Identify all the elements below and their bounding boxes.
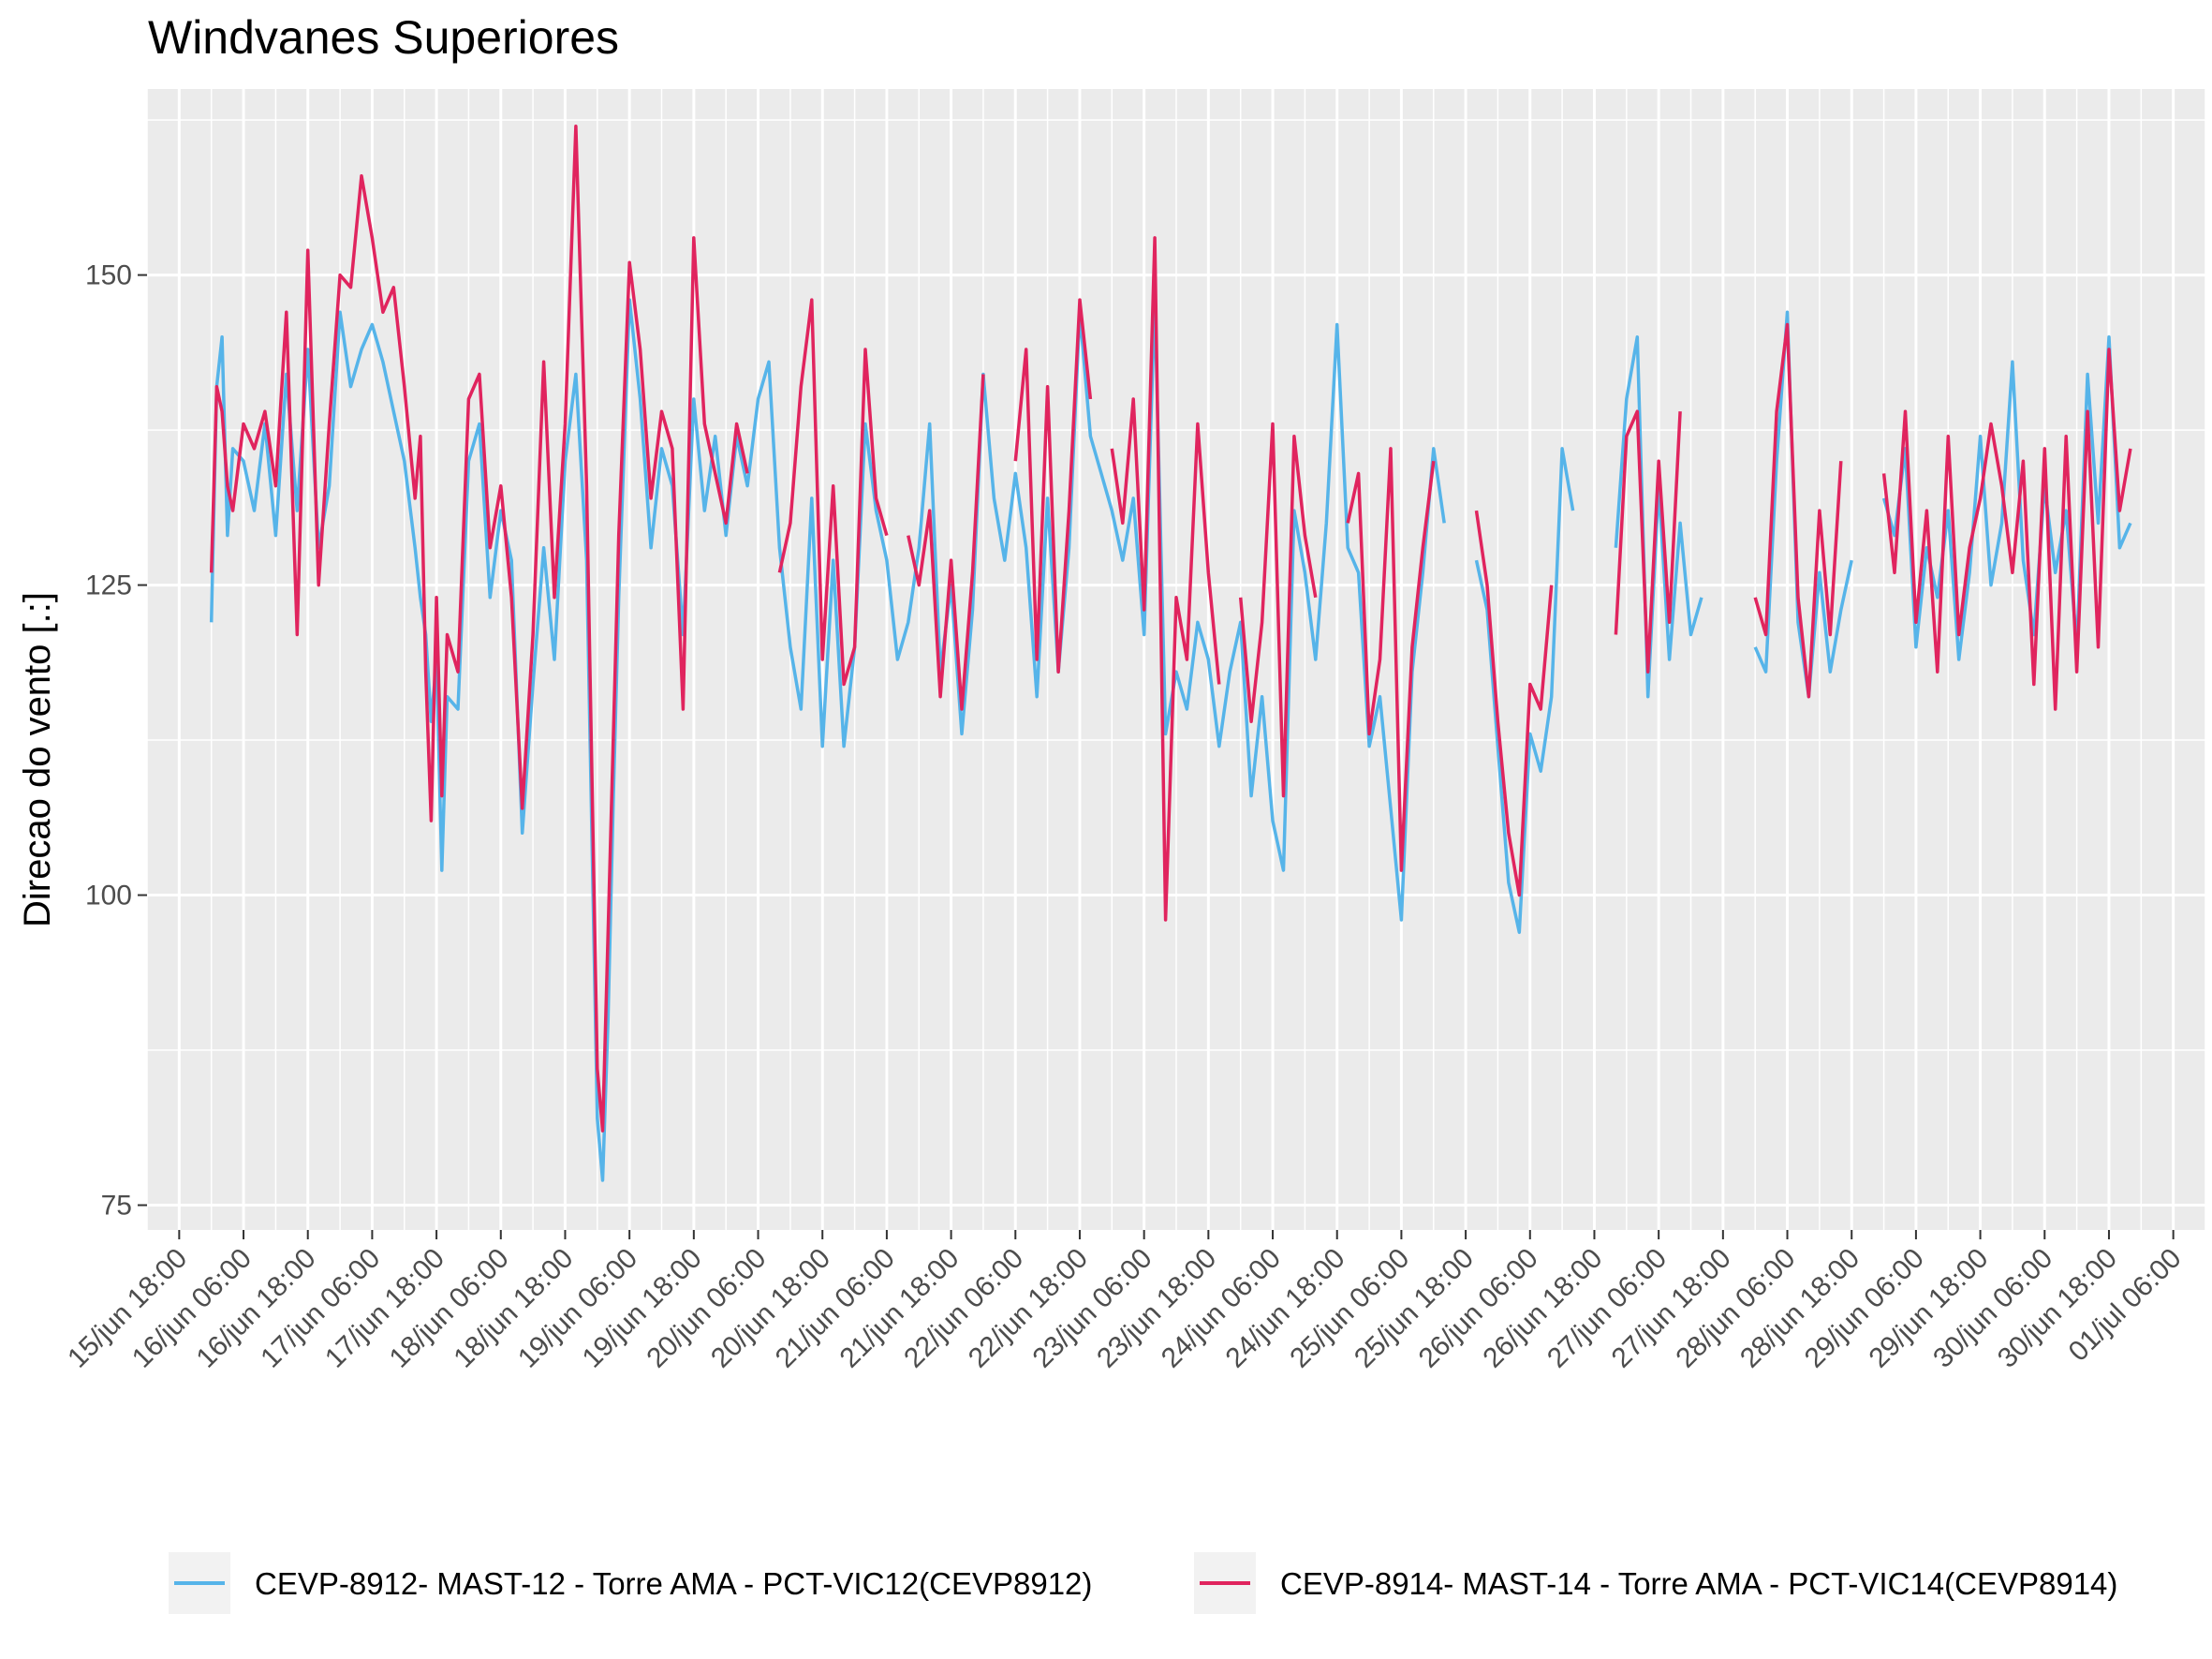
y-tick-label: 100 bbox=[85, 881, 132, 911]
y-tick-label: 75 bbox=[101, 1191, 132, 1222]
legend-label-2: CEVP-8914- MAST-14 - Torre AMA - PCT-VIC… bbox=[1280, 1566, 2117, 1601]
y-axis-ticks: 75 100 125 150 bbox=[85, 260, 147, 1222]
legend: CEVP-8912- MAST-12 - Torre AMA - PCT-VIC… bbox=[169, 1552, 2117, 1614]
series-layer bbox=[209, 124, 2132, 1182]
series-line-2 bbox=[209, 124, 2132, 1133]
minor-grid-y bbox=[147, 119, 2205, 1051]
major-grid-y bbox=[147, 274, 2205, 1207]
y-axis-label: Direcao do vento [.:] bbox=[17, 592, 58, 927]
minor-grid-x bbox=[146, 89, 2206, 1230]
chart-title: Windvanes Superiores bbox=[148, 11, 619, 64]
y-tick-label: 125 bbox=[85, 570, 132, 601]
y-tick-label: 150 bbox=[85, 260, 132, 291]
legend-label-1: CEVP-8912- MAST-12 - Torre AMA - PCT-VIC… bbox=[255, 1566, 1092, 1601]
